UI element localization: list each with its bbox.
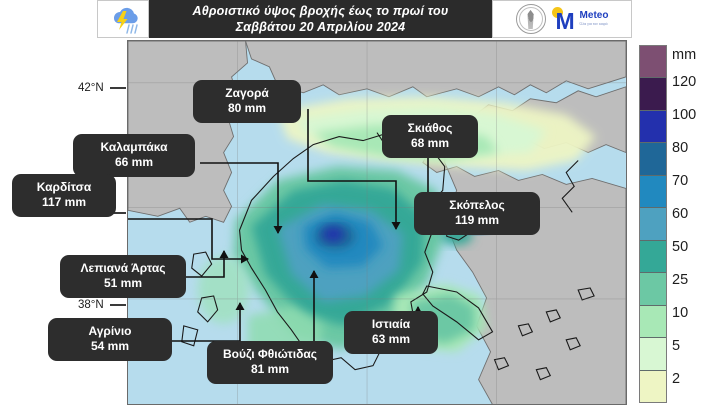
lat-tick-38n: 38°N xyxy=(78,299,126,311)
colorbar-segment-100-120 xyxy=(640,78,666,111)
colorbar-segment-70-80 xyxy=(640,143,666,176)
lat-tick-42n: 42°N xyxy=(78,82,126,94)
title-line-1: Αθροιστικό ύψος βροχής έως το πρωί του xyxy=(192,4,449,18)
lat-tick-38n-label: 38°N xyxy=(78,299,104,311)
callout-kalampaka[interactable]: Καλαμπάκα 66 mm xyxy=(73,134,195,177)
title-line-2: Σαββάτου 20 Απριλίου 2024 xyxy=(235,20,406,34)
callout-city: Βούζι Φθιώτιδας xyxy=(223,347,317,361)
meteo-mark-icon: M xyxy=(551,7,578,33)
callout-karditsa[interactable]: Καρδίτσα 117 mm xyxy=(12,174,116,217)
callout-istiaia[interactable]: Ιστιαία 63 mm xyxy=(344,311,438,354)
callout-value: 119 mm xyxy=(454,213,500,227)
callout-value: 68 mm xyxy=(410,136,450,150)
precipitation-field xyxy=(197,96,597,374)
callout-zagora[interactable]: Ζαγορά 80 mm xyxy=(193,80,301,123)
weather-icon-box xyxy=(97,0,149,38)
colorbar-labels: mm 120 100 80 70 60 50 25 10 5 2 xyxy=(672,45,720,405)
callout-city: Καλαμπάκα xyxy=(100,140,168,154)
colorbar-segment-80-100 xyxy=(640,110,666,144)
callout-city: Σκόπελος xyxy=(449,198,505,212)
colorbar-tick-5: 5 xyxy=(672,338,681,354)
colorbar-tick-10: 10 xyxy=(672,305,689,321)
header-bar: Αθροιστικό ύψος βροχής έως το πρωί του Σ… xyxy=(97,0,632,38)
callout-skopelos[interactable]: Σκόπελος 119 mm xyxy=(414,192,540,235)
colorbar-segment-25-50 xyxy=(640,240,666,274)
callout-value: 54 mm xyxy=(90,339,130,353)
colorbar xyxy=(639,45,667,403)
meteo-logo-name: Meteo xyxy=(579,10,609,22)
colorbar-tick-50: 50 xyxy=(672,239,689,255)
colorbar-segment-above-120 xyxy=(640,46,666,79)
colorbar-tick-100: 100 xyxy=(672,107,697,123)
callout-city: Σκιάθος xyxy=(407,121,453,135)
callout-city: Ιστιαία xyxy=(371,317,411,331)
callout-city: Αγρίνιο xyxy=(88,324,132,338)
callout-city: Ζαγορά xyxy=(225,86,269,100)
colorbar-segment-60-70 xyxy=(640,175,666,209)
callout-agrinio[interactable]: Αγρίνιο 54 mm xyxy=(48,318,172,361)
colorbar-segment-below-2 xyxy=(640,370,666,402)
meteo-logo: M Meteo Όλα για τον καιρό xyxy=(551,7,609,33)
colorbar-segment-2-5 xyxy=(640,338,666,371)
colorbar-tick-80: 80 xyxy=(672,140,689,156)
colorbar-segment-10-25 xyxy=(640,273,666,306)
callout-city: Λεπιανά Άρτας xyxy=(80,261,166,275)
callout-value: 80 mm xyxy=(227,101,267,115)
national-observatory-seal-icon xyxy=(515,4,546,34)
colorbar-tick-25: 25 xyxy=(672,272,689,288)
callout-vouzi-fthiotidas[interactable]: Βούζι Φθιώτιδας 81 mm xyxy=(207,341,333,384)
tick-dash xyxy=(109,304,126,306)
callout-value: 63 mm xyxy=(371,332,411,346)
colorbar-tick-70: 70 xyxy=(672,173,689,189)
thunderstorm-rain-icon xyxy=(113,7,138,34)
callout-value: 66 mm xyxy=(114,155,154,169)
colorbar-unit: mm xyxy=(672,47,697,63)
callout-skiathos[interactable]: Σκιάθος 68 mm xyxy=(382,115,478,158)
callout-value: 51 mm xyxy=(103,276,143,290)
colorbar-tick-120: 120 xyxy=(672,74,697,90)
colorbar-segment-50-60 xyxy=(640,208,666,241)
colorbar-tick-60: 60 xyxy=(672,206,689,222)
lat-tick-42n-label: 42°N xyxy=(78,82,104,94)
colorbar-tick-2: 2 xyxy=(672,371,681,387)
callout-value: 81 mm xyxy=(250,362,290,376)
colorbar-segment-5-10 xyxy=(640,305,666,339)
tick-dash xyxy=(109,87,126,89)
callout-lepiana-artas[interactable]: Λεπιανά Άρτας 51 mm xyxy=(60,255,186,298)
logo-area: M Meteo Όλα για τον καιρό xyxy=(492,0,632,38)
callout-value: 117 mm xyxy=(41,195,87,209)
page-title: Αθροιστικό ύψος βροχής έως το πρωί του Σ… xyxy=(149,0,492,38)
callout-city: Καρδίτσα xyxy=(36,180,92,194)
meteo-logo-tagline: Όλα για τον καιρό xyxy=(579,22,608,27)
tick-dash xyxy=(109,212,126,214)
